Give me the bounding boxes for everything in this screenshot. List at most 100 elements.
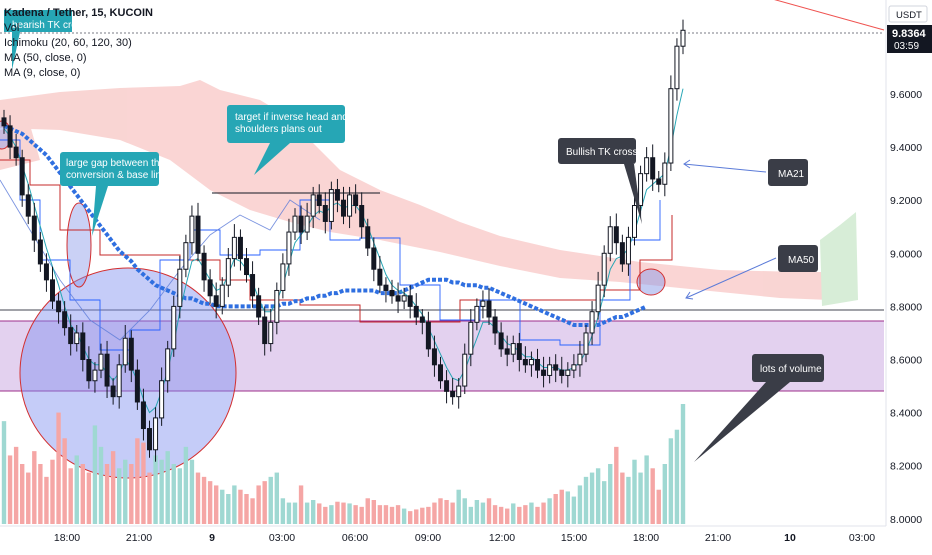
- callout-ma21-text: MA21: [778, 169, 805, 180]
- volume-bar: [644, 455, 649, 524]
- volume-bar: [165, 451, 170, 524]
- candle-body: [444, 380, 450, 392]
- volume-bar: [517, 506, 522, 524]
- volume-bar: [632, 459, 637, 524]
- candle-body: [462, 353, 468, 387]
- candle-body: [565, 369, 571, 376]
- volume-bar: [414, 509, 419, 524]
- candle-body: [535, 359, 540, 371]
- volume-bar: [407, 511, 413, 524]
- candle-body: [116, 364, 122, 398]
- callout-ma21[interactable]: MA21: [768, 159, 808, 186]
- volume-bar: [577, 485, 583, 524]
- volume-bar: [13, 446, 19, 524]
- x-tick-label: 21:00: [705, 532, 731, 544]
- volume-bar: [104, 464, 110, 524]
- candle-body: [474, 305, 480, 323]
- callout-bullish-tk[interactable]: Bullish TK cross: [558, 138, 642, 224]
- volume-bar: [601, 481, 607, 524]
- candlesticks: [1, 19, 686, 462]
- candle-body: [638, 173, 644, 207]
- volume-bar: [238, 489, 243, 524]
- candle-body: [153, 417, 159, 451]
- y-tick-label: 8.4000: [890, 408, 922, 420]
- candle-body: [298, 215, 304, 233]
- candle-body: [13, 146, 19, 159]
- last-price-label: 9.8364: [892, 28, 927, 40]
- candle-body: [425, 321, 431, 350]
- volume-bar: [153, 455, 158, 524]
- volume-bar: [565, 491, 571, 524]
- candle-body: [359, 205, 365, 228]
- callout-ma50-text: MA50: [788, 255, 815, 266]
- candle-body: [377, 268, 383, 286]
- candle-body: [674, 45, 680, 90]
- candle-body: [625, 236, 631, 265]
- callout-target-line2: shoulders plans out: [235, 124, 322, 135]
- volume-bar: [38, 464, 43, 524]
- volume-bar: [353, 505, 358, 524]
- candle-body: [304, 215, 310, 233]
- volume-bar: [147, 472, 152, 524]
- candle-body: [140, 401, 146, 430]
- candle-body: [74, 332, 80, 345]
- candle-body: [322, 205, 328, 222]
- volume-bar: [638, 472, 643, 524]
- candle-body: [62, 311, 68, 329]
- volume-bar: [620, 472, 625, 524]
- candle-body: [431, 348, 437, 366]
- y-tick-label: 9.2000: [890, 195, 922, 207]
- symbol-title[interactable]: Kadena / Tether, 15, KUCOIN: [4, 7, 153, 19]
- volume-bar: [480, 502, 486, 524]
- candle-body: [80, 332, 86, 361]
- x-tick-label: 9: [209, 532, 215, 544]
- candle-body: [547, 364, 553, 376]
- volume-bar: [547, 498, 552, 524]
- volume-bar: [668, 438, 674, 524]
- callout-large-gap-line2: conversion & base line: [66, 170, 167, 181]
- callout-ma50[interactable]: MA50: [778, 245, 818, 272]
- indicator-ma9[interactable]: MA (9, close, 0): [4, 67, 81, 79]
- volume-bar: [256, 485, 261, 524]
- ichimoku-conversion-line: [0, 139, 661, 351]
- volume-bar: [680, 404, 686, 524]
- volume-bar: [535, 506, 540, 524]
- callout-bearish-tk[interactable]: bearish TK cross: [4, 10, 87, 70]
- volume-bar: [232, 485, 237, 524]
- volume-bar: [44, 476, 49, 524]
- candle-body: [165, 348, 171, 382]
- callout-target[interactable]: target if inverse head and shoulders pla…: [227, 105, 348, 175]
- candle-body: [480, 300, 486, 307]
- volume-bar: [347, 503, 352, 524]
- callout-large-gap[interactable]: large gap between the conversion & base …: [60, 152, 167, 236]
- y-tick-label: 8.8000: [890, 301, 922, 313]
- y-tick-label: 9.6000: [890, 89, 922, 101]
- time-axis[interactable]: 18:00 21:00 9 03:00 06:00 09:00 12:00 15:00 18:0…: [0, 525, 932, 550]
- x-tick-label: 18:00: [633, 532, 659, 544]
- volume-bar: [589, 472, 595, 524]
- candle-body: [553, 364, 559, 371]
- candle-body: [98, 353, 104, 371]
- candle-body: [25, 194, 31, 217]
- volume-bar: [462, 498, 467, 524]
- indicator-volume[interactable]: Vol: [4, 22, 20, 34]
- volume-bar: [159, 459, 164, 524]
- candle-body: [231, 236, 237, 260]
- volume-bar: [7, 455, 13, 524]
- candle-body: [286, 231, 292, 265]
- callout-volume[interactable]: lots of volume: [694, 354, 824, 462]
- indicator-ichimoku[interactable]: Ichimoku (20, 60, 120, 30): [4, 37, 132, 49]
- candle-body: [92, 369, 98, 382]
- volume-bar: [207, 481, 213, 524]
- volume-bar: [68, 468, 73, 524]
- candle-body: [413, 305, 419, 318]
- indicator-ma50[interactable]: MA (50, close, 0): [4, 52, 87, 64]
- volume-bar: [304, 502, 310, 524]
- price-axis[interactable]: USDT 9.6000 9.4000 9.2000 9.0000 8.8000 8.600…: [885, 0, 932, 526]
- volume-bar: [98, 446, 104, 524]
- volume-bar: [377, 505, 383, 524]
- candle-body: [207, 279, 213, 297]
- candle-body: [347, 194, 353, 217]
